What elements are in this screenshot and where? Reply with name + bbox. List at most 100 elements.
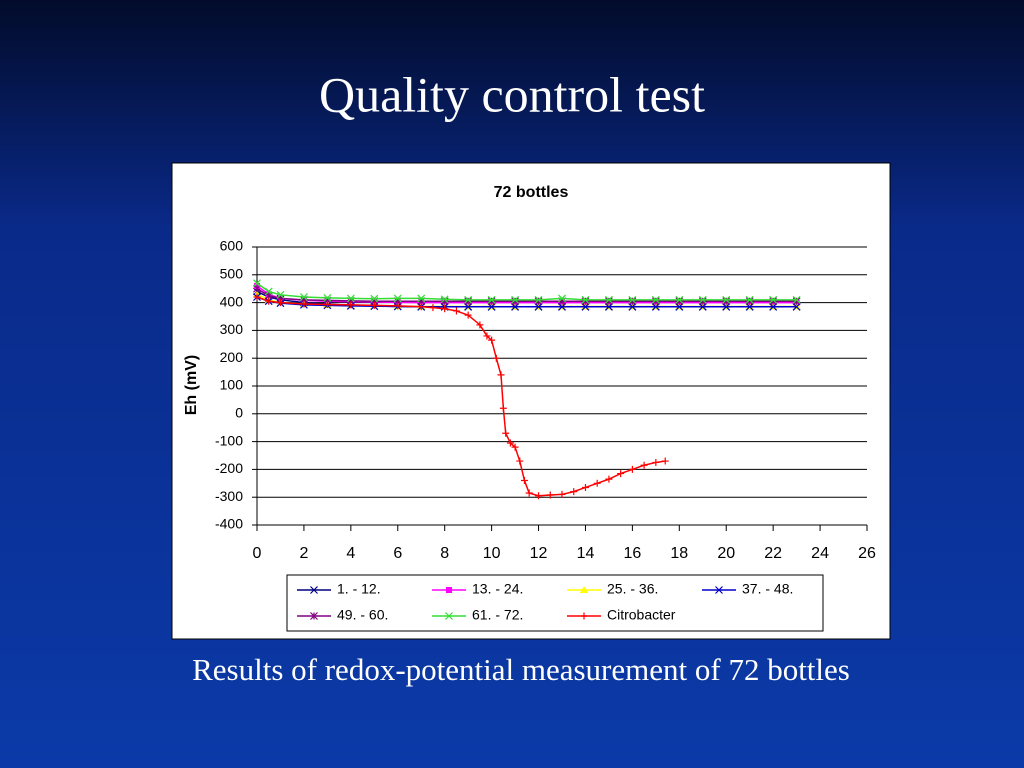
- marker: [393, 294, 402, 303]
- y-tick-label: 500: [220, 266, 244, 282]
- marker: [581, 302, 590, 311]
- marker: [675, 297, 684, 306]
- marker: [698, 297, 707, 306]
- x-tick-label: 6: [393, 545, 402, 562]
- legend-label: 13. - 24.: [472, 581, 523, 597]
- x-tick-label: 2: [299, 545, 308, 562]
- marker: [769, 302, 778, 311]
- legend-label: 25. - 36.: [607, 581, 658, 597]
- legend-label: 61. - 72.: [472, 607, 523, 623]
- y-tick-label: 100: [220, 377, 244, 393]
- marker: [535, 492, 543, 500]
- marker: [675, 302, 684, 311]
- marker: [792, 297, 801, 306]
- marker: [464, 311, 472, 319]
- marker: [511, 443, 519, 451]
- slide-title: Quality control test: [319, 66, 705, 122]
- x-tick-label: 10: [483, 545, 501, 562]
- marker: [604, 302, 613, 311]
- marker: [546, 491, 554, 499]
- y-tick-label: 400: [220, 293, 244, 309]
- legend-label: Citrobacter: [607, 607, 676, 623]
- x-tick-label: 26: [858, 545, 876, 562]
- legend: [286, 574, 824, 632]
- marker: [452, 307, 460, 315]
- y-tick-label: 300: [220, 321, 244, 337]
- marker: [506, 439, 514, 447]
- marker: [558, 490, 566, 498]
- marker: [652, 458, 660, 466]
- marker: [580, 612, 588, 620]
- marker: [651, 295, 660, 304]
- marker: [698, 295, 707, 304]
- marker: [769, 297, 778, 306]
- marker: [593, 479, 601, 487]
- marker: [558, 302, 566, 311]
- marker: [441, 305, 449, 313]
- marker: [628, 297, 637, 306]
- marker: [323, 293, 332, 302]
- marker: [253, 279, 261, 288]
- chart-frame: [171, 162, 891, 640]
- y-tick-label: 200: [220, 349, 244, 365]
- marker: [604, 295, 613, 304]
- legend-label: 49. - 60.: [337, 607, 388, 623]
- x-tick-label: 16: [623, 545, 641, 562]
- marker: [792, 295, 801, 304]
- marker: [370, 294, 379, 303]
- y-tick-label: -400: [215, 516, 243, 532]
- marker: [487, 297, 496, 306]
- marker: [511, 297, 520, 306]
- marker: [487, 302, 496, 311]
- marker: [310, 586, 318, 594]
- marker: [558, 294, 566, 303]
- marker: [516, 457, 524, 465]
- marker: [581, 297, 590, 306]
- marker: [253, 284, 261, 293]
- marker: [745, 297, 754, 306]
- marker: [722, 297, 731, 306]
- marker: [534, 295, 543, 304]
- marker: [492, 354, 500, 362]
- marker: [429, 304, 437, 312]
- marker: [497, 371, 505, 379]
- marker: [445, 612, 453, 620]
- marker: [520, 477, 528, 485]
- y-tick-label: 600: [220, 238, 244, 254]
- x-tick-label: 4: [346, 545, 355, 562]
- marker: [628, 295, 637, 304]
- marker: [488, 336, 496, 344]
- marker: [276, 290, 285, 299]
- marker: [628, 465, 636, 473]
- marker: [570, 488, 578, 496]
- marker: [534, 297, 543, 306]
- y-tick-label: 0: [235, 405, 243, 421]
- legend-label: 1. - 12.: [337, 581, 381, 597]
- marker: [299, 293, 308, 301]
- marker: [675, 295, 684, 304]
- x-tick-label: 8: [440, 545, 449, 562]
- marker: [722, 302, 731, 311]
- x-tick-label: 20: [717, 545, 735, 562]
- marker: [483, 332, 491, 340]
- marker: [476, 321, 484, 329]
- marker: [617, 470, 625, 478]
- marker: [581, 483, 589, 491]
- marker: [511, 295, 520, 304]
- marker: [604, 297, 613, 306]
- marker: [464, 302, 473, 311]
- marker: [464, 297, 473, 306]
- marker: [264, 287, 273, 296]
- marker: [651, 302, 660, 311]
- marker: [661, 457, 669, 465]
- marker: [581, 295, 590, 304]
- marker: [487, 295, 496, 304]
- marker: [640, 461, 648, 469]
- caption: Results of redox-potential measurement o…: [192, 652, 850, 687]
- marker: [417, 294, 426, 303]
- marker: [502, 429, 510, 437]
- x-tick-label: 22: [764, 545, 782, 562]
- marker: [525, 489, 533, 497]
